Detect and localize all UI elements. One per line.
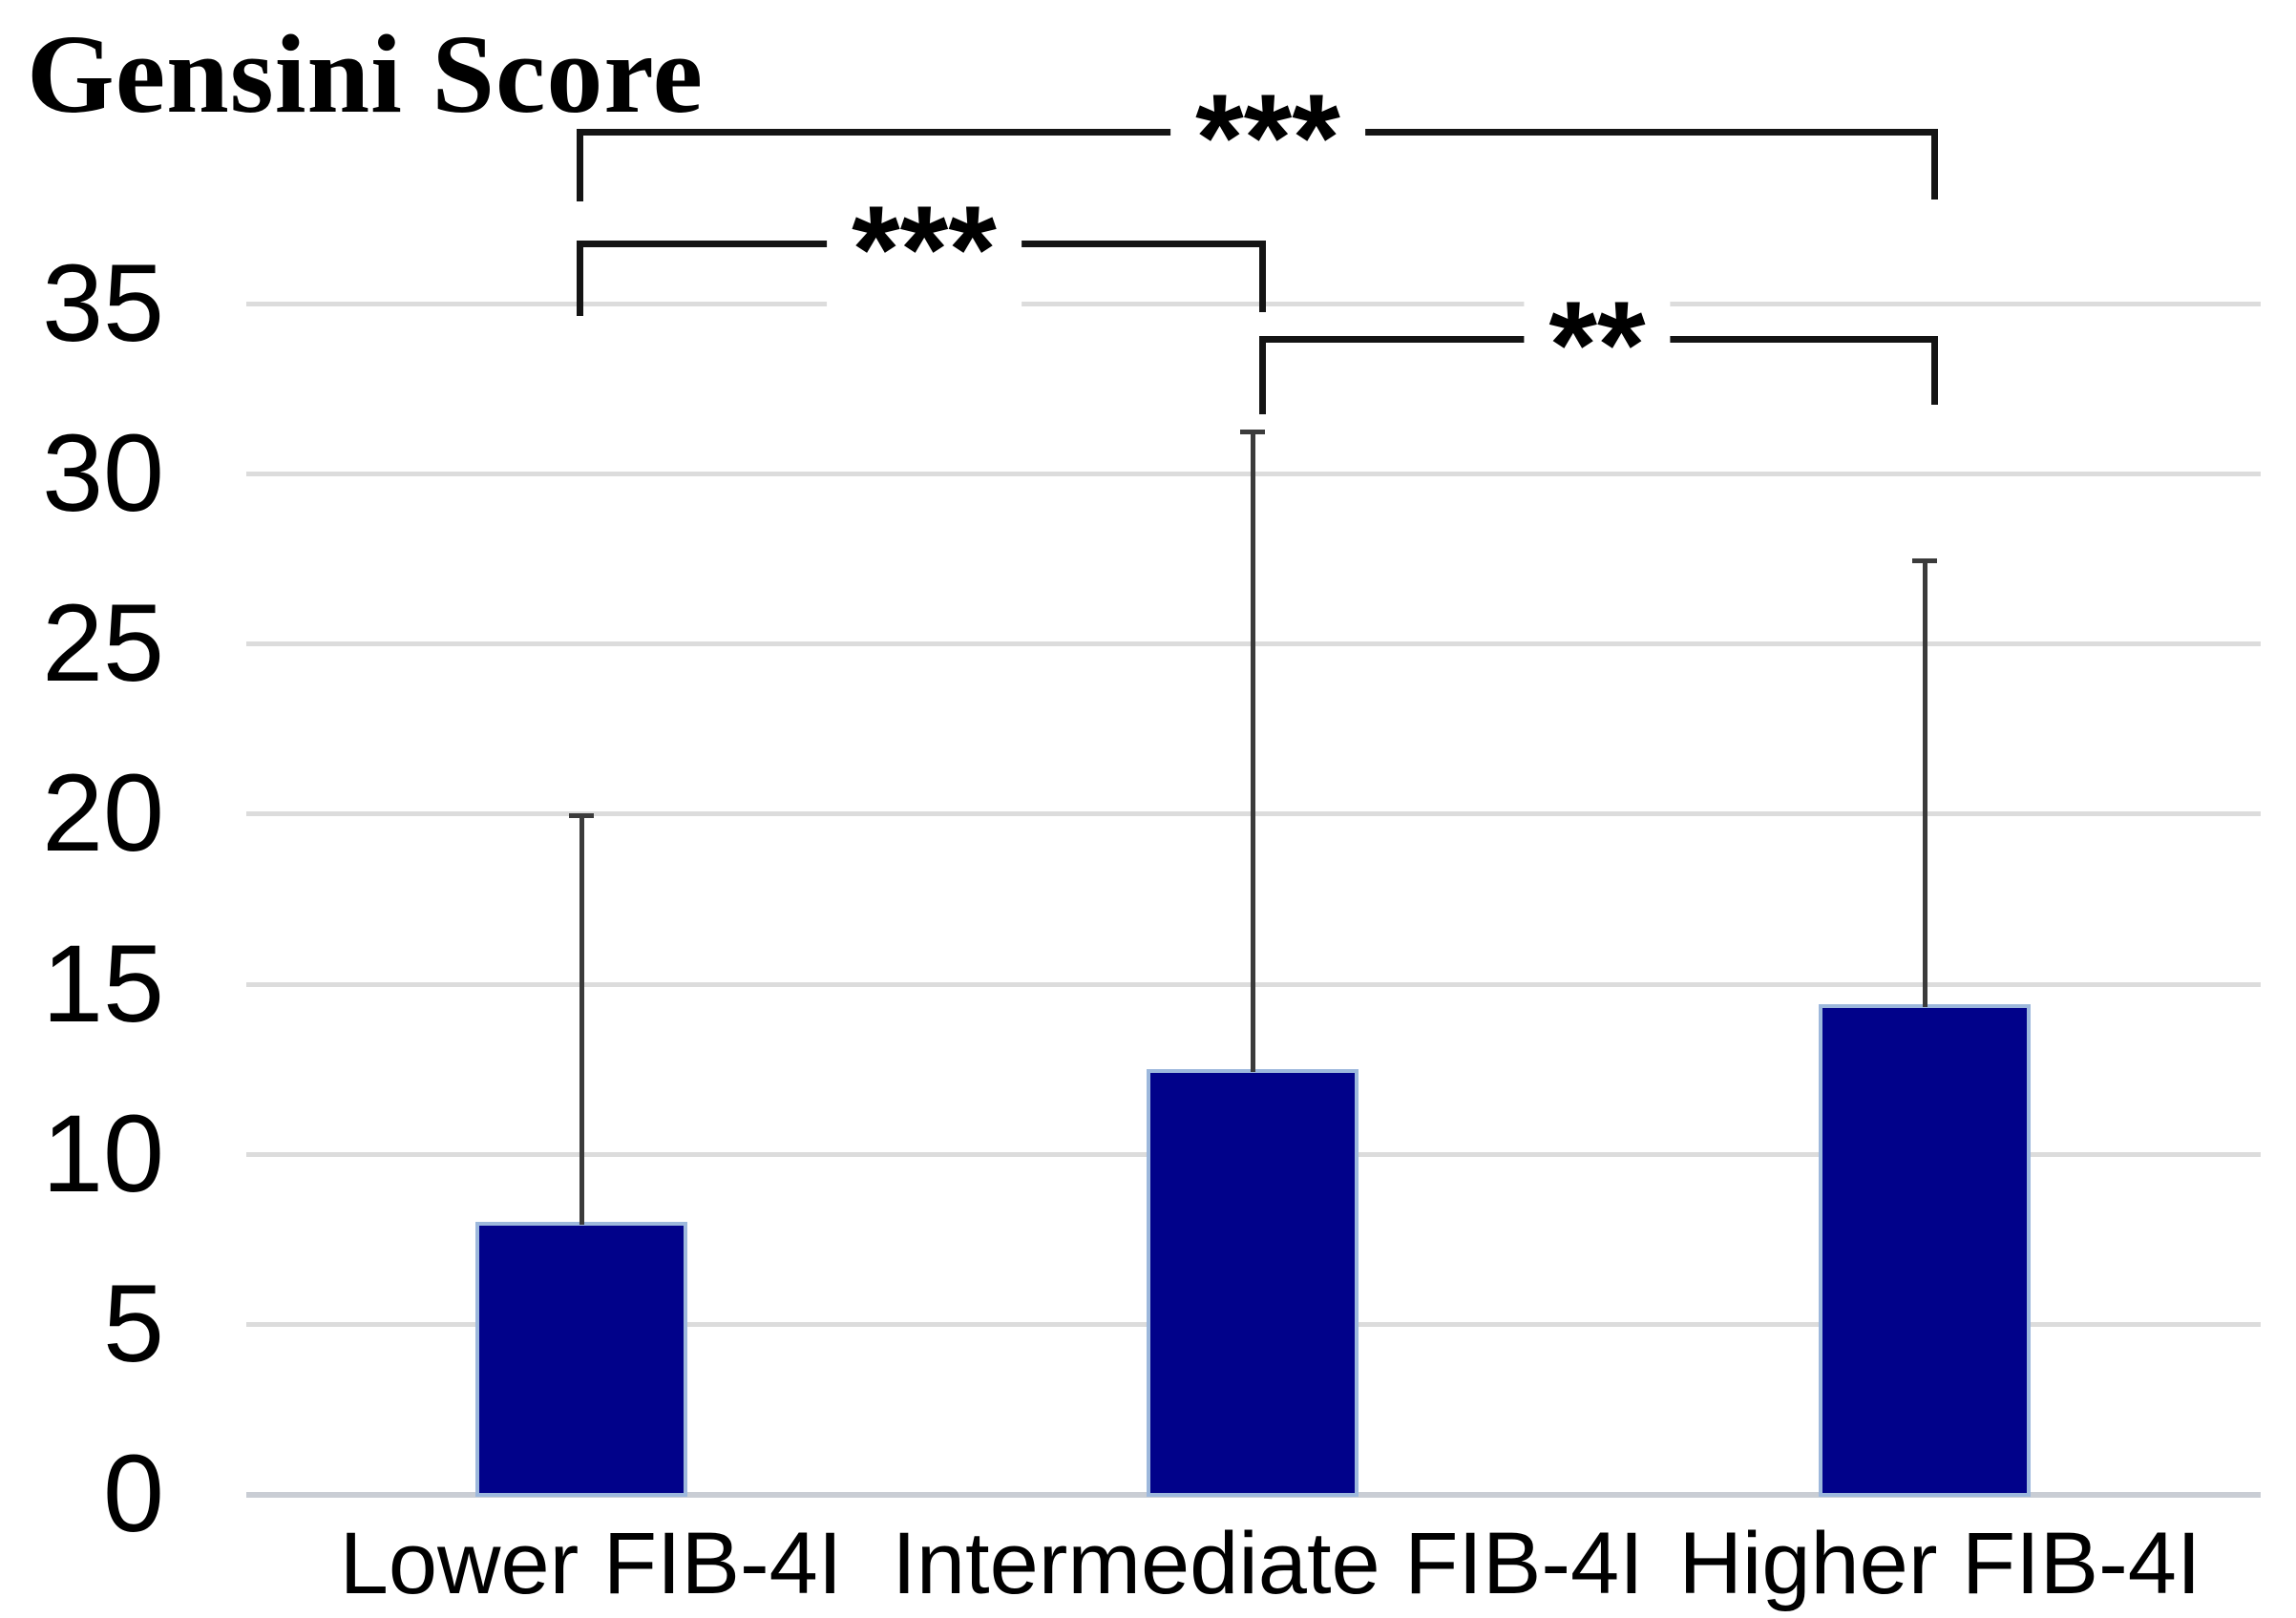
y-tick-label: 10 (42, 1092, 164, 1215)
chart-title: Gensini Score (27, 11, 705, 137)
significance-label: *** (827, 187, 1022, 311)
significance-bracket (577, 129, 583, 201)
bar (1147, 1068, 1359, 1497)
y-tick-label: 35 (42, 242, 164, 366)
x-axis-label: Lower FIB-4I (339, 1515, 843, 1612)
significance-label: *** (1170, 75, 1365, 200)
significance-bracket (1931, 336, 1938, 405)
significance-label: ** (1524, 283, 1671, 407)
y-tick-label: 30 (42, 412, 164, 536)
bar (475, 1221, 687, 1497)
significance-bracket (1931, 129, 1938, 200)
y-tick-label: 5 (103, 1262, 164, 1385)
error-whisker (1251, 429, 1255, 1072)
x-axis-label: Higher FIB-4I (1678, 1515, 2201, 1612)
gridline (246, 302, 2261, 307)
significance-bracket (1259, 241, 1266, 312)
error-whisker (1923, 558, 1927, 1007)
error-cap (1240, 429, 1265, 434)
x-axis-label: Intermediate FIB-4I (892, 1515, 1644, 1612)
y-tick-label: 0 (103, 1433, 164, 1555)
error-cap (1912, 558, 1937, 564)
y-tick-label: 20 (42, 752, 164, 875)
y-tick-label: 25 (42, 582, 164, 705)
significance-bracket (577, 241, 583, 316)
error-whisker (579, 813, 584, 1225)
y-tick-label: 15 (42, 922, 164, 1045)
bar (1819, 1003, 2031, 1497)
error-cap (569, 813, 594, 819)
significance-bracket (1259, 336, 1266, 414)
